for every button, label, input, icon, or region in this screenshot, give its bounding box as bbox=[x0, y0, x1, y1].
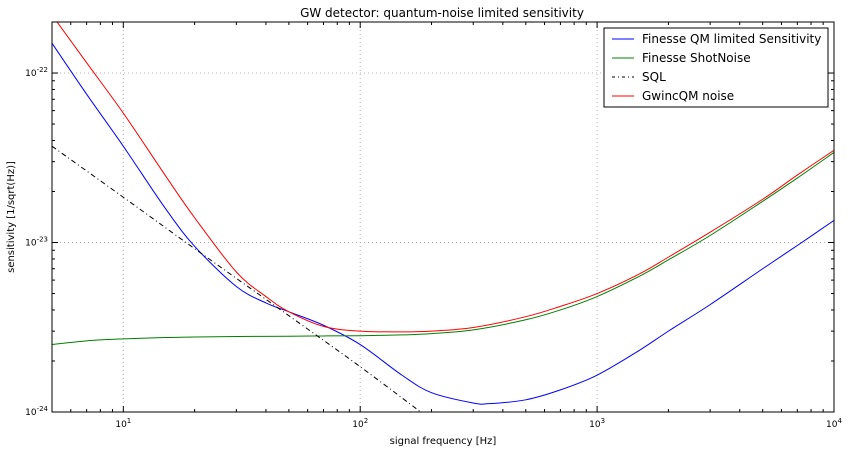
legend-label: SQL bbox=[642, 70, 666, 84]
chart-title: GW detector: quantum-noise limited sensi… bbox=[300, 6, 584, 20]
legend-box bbox=[603, 27, 829, 108]
legend-label: GwincQM noise bbox=[642, 89, 734, 103]
legend-label: Finesse QM limited Sensitivity bbox=[642, 32, 821, 46]
series-line-1 bbox=[52, 152, 834, 346]
grid bbox=[52, 22, 834, 412]
y-axis-label: sensitivity [1/sqrt(Hz)] bbox=[6, 161, 17, 273]
plot-frame bbox=[51, 21, 835, 413]
legend-label: Finesse ShotNoise bbox=[642, 51, 751, 65]
legend: Finesse QM limited Sensitivity Finesse Sh… bbox=[603, 27, 829, 108]
series-layer bbox=[52, 22, 834, 412]
series-line-0 bbox=[52, 42, 834, 405]
series-line-3 bbox=[56, 22, 834, 333]
x-axis-label: signal frequency [Hz] bbox=[390, 436, 497, 447]
